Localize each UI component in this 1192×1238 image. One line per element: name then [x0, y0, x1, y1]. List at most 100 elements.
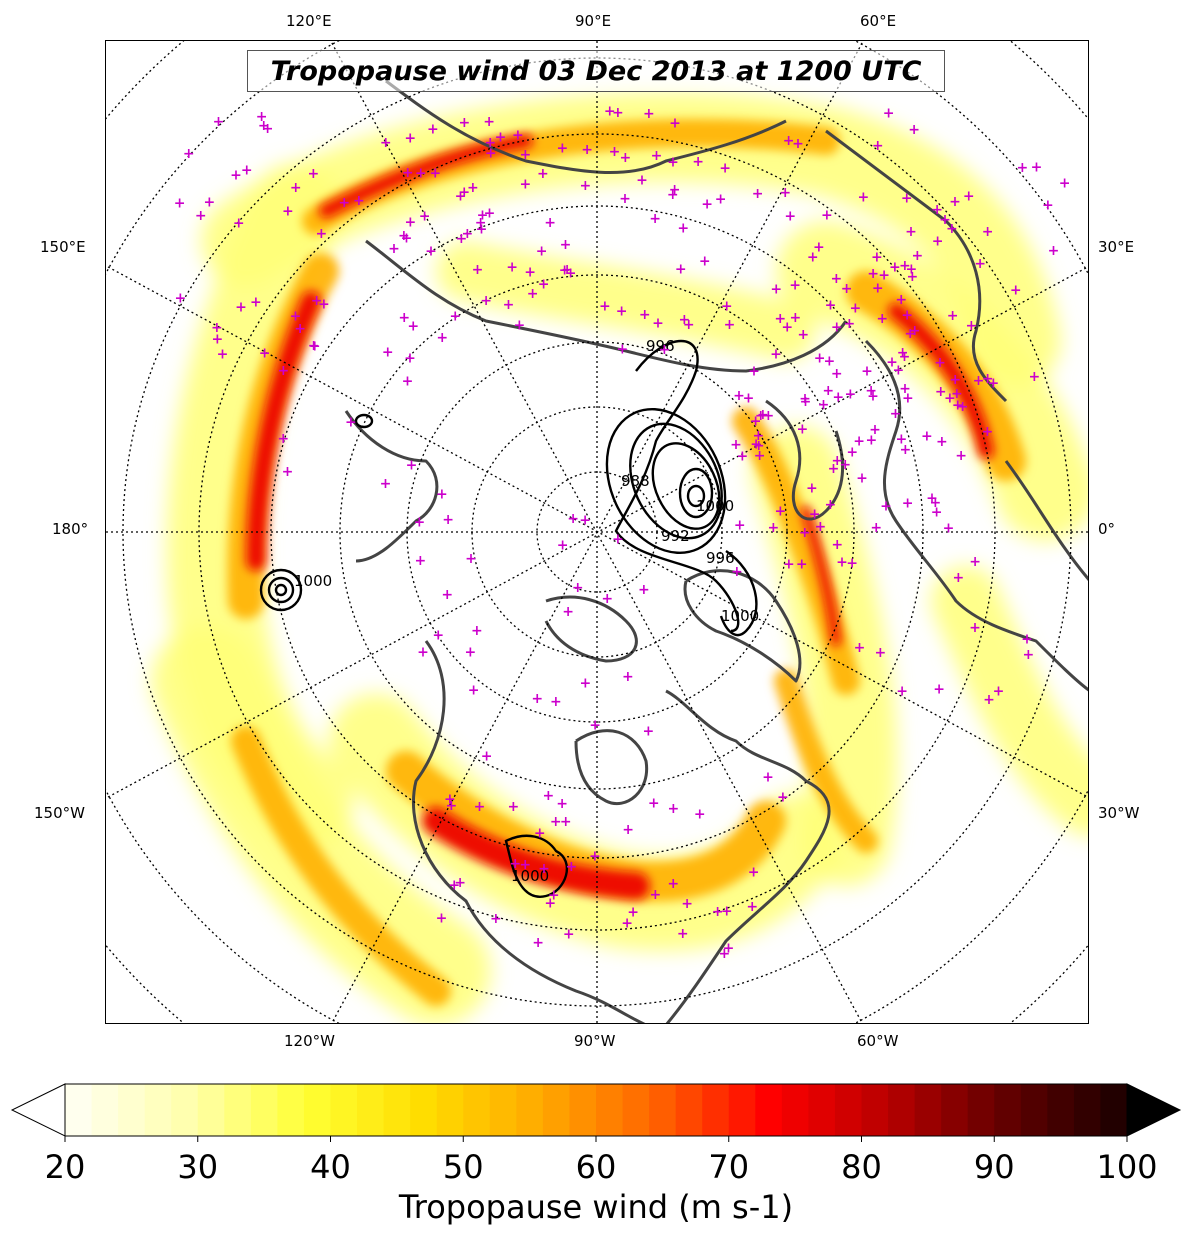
colorbar-tick-label: 90 — [973, 1148, 1015, 1186]
station-marker: + — [853, 433, 865, 449]
contour-low-atlantic — [605, 407, 727, 555]
station-marker: + — [512, 127, 524, 143]
colorbar-cell — [781, 1084, 809, 1136]
station-marker: + — [557, 141, 569, 157]
station-marker: + — [616, 341, 628, 357]
station-marker: + — [789, 277, 801, 293]
station-marker: + — [490, 911, 502, 927]
station-marker: + — [429, 165, 441, 181]
coast-hudson-bay — [574, 729, 649, 806]
station-marker: + — [899, 349, 911, 365]
station-marker: + — [636, 172, 648, 188]
lon-label-right: 30°W — [1098, 804, 1140, 822]
station-marker: + — [407, 318, 419, 334]
station-marker: + — [309, 339, 321, 355]
jet-max-america — [422, 807, 650, 900]
station-marker: + — [475, 215, 487, 231]
station-marker: + — [831, 537, 843, 553]
lon-label-left: 180° — [52, 520, 89, 538]
station-marker: + — [458, 185, 470, 201]
contour-low-atlantic — [678, 467, 714, 519]
colorbar-tick-label: 100 — [1096, 1148, 1158, 1186]
contour-low-pacific — [274, 583, 288, 597]
station-marker: + — [876, 311, 888, 327]
station-marker: + — [471, 623, 483, 639]
station-marker: + — [677, 221, 689, 237]
station-marker: + — [762, 408, 774, 424]
station-marker: + — [380, 476, 392, 492]
station-marker: + — [627, 904, 639, 920]
station-marker: + — [905, 224, 917, 240]
station-marker: + — [648, 795, 660, 811]
contour-low-pacific — [267, 576, 295, 604]
station-marker: + — [902, 495, 914, 511]
station-marker: + — [402, 165, 414, 181]
contour-label: 1000 — [721, 607, 759, 625]
pressure-contours — [259, 339, 758, 898]
station-marker: + — [675, 262, 687, 278]
station-marker: + — [544, 896, 556, 912]
station-marker: + — [382, 344, 394, 360]
colorbar-cell — [622, 1084, 650, 1136]
station-marker: + — [943, 521, 955, 537]
station-marker: + — [483, 114, 495, 130]
colorbar-min-extension — [10, 1083, 66, 1137]
station-marker: + — [520, 176, 532, 192]
station-marker: + — [701, 197, 713, 213]
contour-low-pacific — [259, 568, 303, 612]
contour-label: 996 — [706, 549, 735, 567]
station-marker: + — [465, 551, 477, 567]
station-marker: + — [750, 436, 762, 452]
station-marker: + — [667, 187, 679, 203]
station-marker: + — [721, 298, 733, 314]
station-marker: + — [897, 345, 909, 361]
station-marker: + — [774, 504, 786, 520]
station-marker: + — [419, 209, 431, 225]
station-marker: + — [448, 878, 460, 894]
station-marker: + — [796, 422, 808, 438]
station-marker: + — [797, 327, 809, 343]
station-marker: + — [213, 114, 225, 130]
station-marker: + — [719, 160, 731, 176]
station-marker: + — [734, 518, 746, 534]
station-marker: + — [933, 682, 945, 698]
station-marker: + — [1010, 283, 1022, 299]
station-marker: + — [548, 887, 560, 903]
graticule — [106, 41, 1088, 1023]
station-marker: + — [896, 684, 908, 700]
colorbar-cell — [675, 1084, 703, 1136]
station-marker: + — [612, 532, 624, 548]
colorbar-cell — [303, 1084, 332, 1136]
station-marker: + — [406, 457, 418, 473]
station-marker: + — [559, 263, 571, 279]
lon-label-top: 90°E — [575, 12, 612, 30]
colorbar-cell — [144, 1084, 172, 1136]
station-marker: + — [567, 511, 579, 527]
station-marker: + — [963, 189, 975, 205]
station-marker: + — [893, 362, 905, 378]
jet-band-arctic — [436, 241, 816, 361]
colorbar-tick-label: 80 — [841, 1148, 882, 1186]
station-marker: + — [946, 221, 958, 237]
station-marker: + — [880, 499, 892, 515]
station-marker: + — [560, 814, 572, 830]
station-marker: + — [983, 692, 995, 708]
station-marker: + — [651, 148, 663, 164]
colorbar-cell — [542, 1084, 571, 1136]
station-marker: + — [783, 557, 795, 573]
station-marker: + — [809, 507, 821, 523]
station-marker: + — [730, 437, 742, 453]
station-marker: + — [821, 207, 833, 223]
station-marker: + — [824, 497, 836, 513]
station-marker: + — [311, 293, 323, 309]
station-marker: + — [425, 244, 437, 260]
station-marker: + — [878, 268, 890, 284]
station-marker: + — [550, 814, 562, 830]
colorbar-cell — [1020, 1084, 1048, 1136]
station-marker: + — [779, 185, 791, 201]
station-marker: + — [790, 310, 802, 326]
station-marker: + — [783, 133, 795, 149]
station-marker: + — [899, 381, 911, 397]
station-marker: + — [507, 799, 519, 815]
station-marker: + — [262, 121, 274, 137]
